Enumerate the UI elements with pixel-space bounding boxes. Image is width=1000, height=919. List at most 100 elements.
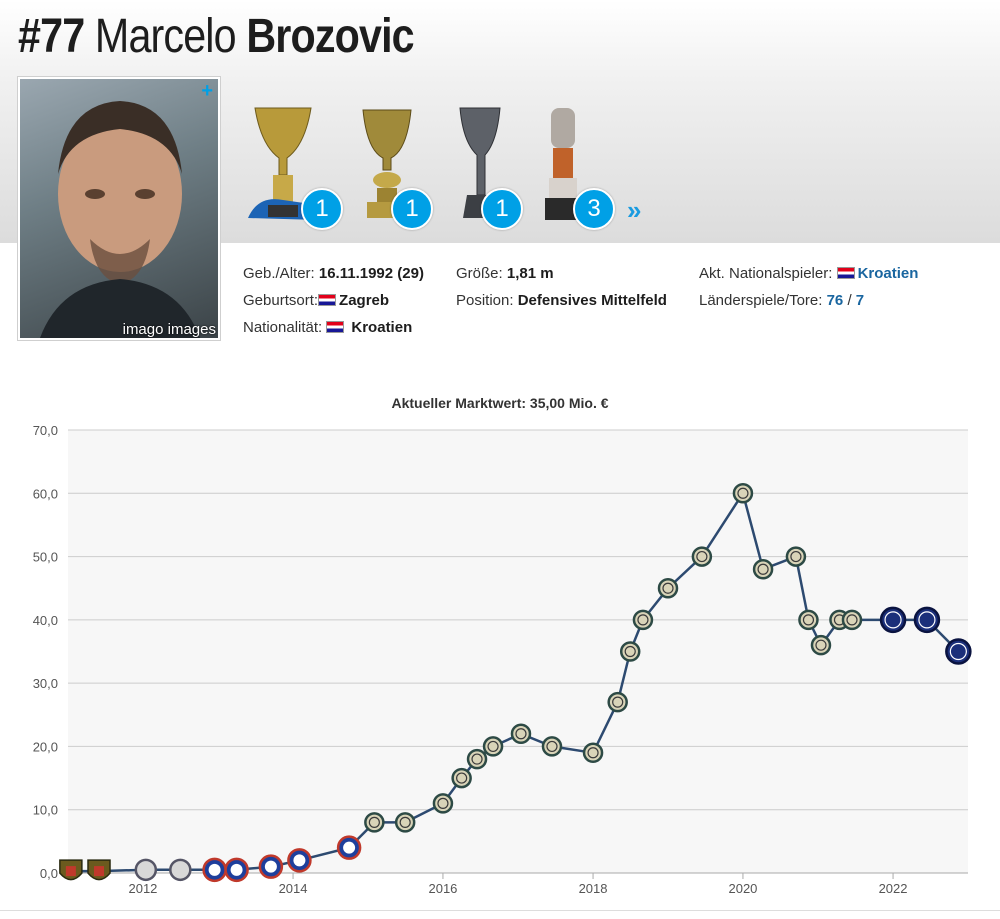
y-tick-label: 30,0: [33, 676, 58, 691]
caps-link[interactable]: 76: [826, 292, 844, 309]
data-point-marker: [364, 812, 385, 833]
club-crest-detail: [437, 797, 449, 809]
data-point-marker: [785, 546, 807, 567]
club-crest-detail: [918, 611, 936, 629]
data-point-marker: [657, 577, 679, 599]
club-crest-detail: [230, 863, 243, 876]
trophy-count-badge: 1: [481, 188, 523, 230]
club-crest-detail: [546, 740, 558, 753]
x-tick-label: 2016: [428, 881, 457, 896]
y-tick-label: 40,0: [33, 613, 58, 628]
national-team-link[interactable]: Kroatien: [857, 265, 919, 282]
club-crest-detail: [637, 614, 649, 626]
birthplace-value: Zagreb: [339, 292, 390, 309]
y-tick-label: 10,0: [33, 803, 58, 818]
data-point-marker: [619, 641, 641, 662]
trophy-count-badge: 1: [391, 188, 433, 230]
trophy-count-badge: 1: [301, 188, 343, 230]
club-crest-detail: [949, 642, 967, 661]
club-crest-detail: [471, 753, 483, 765]
croatian-cup-trophy-icon: [545, 108, 581, 220]
club-crest-detail: [293, 854, 306, 867]
nationality-label: Nationalität:: [243, 319, 323, 336]
data-point-marker: [732, 483, 754, 504]
y-tick-label: 20,0: [33, 739, 58, 754]
data-point-marker: [632, 609, 654, 631]
trophy-count-badge: 3: [573, 188, 615, 230]
data-point-marker: [432, 793, 454, 814]
page-title: #77 Marcelo Brozovic: [18, 8, 415, 66]
croatia-flag-icon: [318, 294, 337, 306]
data-point-marker: [394, 812, 416, 833]
nationality-value: Kroatien: [351, 319, 413, 336]
plot-area: [68, 430, 968, 873]
data-point-marker: [482, 736, 504, 757]
x-tick-label: 2022: [879, 881, 908, 896]
player-number: #77: [18, 10, 85, 63]
y-tick-label: 0,0: [40, 866, 58, 881]
club-crest-detail: [696, 550, 708, 563]
club-crest-detail: [884, 611, 902, 629]
footer-divider: [0, 910, 1000, 911]
height-label: Größe:: [456, 265, 503, 282]
height-value: 1,81 m: [506, 265, 554, 282]
club-crest-detail: [624, 645, 636, 658]
expand-photo-icon[interactable]: +: [201, 80, 213, 102]
club-crest-detail: [368, 816, 380, 828]
player-photo[interactable]: + imago images: [17, 76, 221, 341]
caps-label: Länderspiele/Tore:: [699, 292, 823, 309]
club-crest-detail: [65, 866, 76, 877]
y-tick-label: 60,0: [33, 486, 58, 501]
data-point-marker: [752, 558, 774, 580]
club-crest-detail: [662, 582, 674, 594]
club-crest-detail: [515, 728, 527, 740]
scudetto-trophy-icon: [248, 107, 318, 220]
club-crest-detail: [94, 866, 105, 877]
club-crest-detail: [456, 772, 468, 784]
club-crest-detail: [846, 614, 858, 626]
club-crest-detail: [399, 816, 411, 828]
club-crest-detail: [612, 696, 624, 708]
data-point-marker: [841, 609, 863, 631]
info-column-2: Größe: 1,81 m Position: Defensives Mitte…: [456, 260, 667, 314]
caps-separator: /: [847, 292, 852, 309]
club-crest-detail: [790, 550, 802, 563]
club-crest-detail: [802, 614, 815, 626]
club-crest-detail: [757, 563, 769, 575]
x-tick-label: 2014: [279, 881, 308, 896]
goals-link[interactable]: 7: [855, 292, 865, 309]
portrait-illustration: [40, 101, 200, 338]
data-point-marker: [810, 634, 832, 656]
club-crest-detail: [815, 639, 827, 651]
player-portrait-image: + imago images: [20, 79, 218, 338]
chart-title: Aktueller Marktwert: 35,00 Mio. €: [391, 395, 609, 411]
x-tick-label: 2020: [728, 881, 757, 896]
more-trophies-button[interactable]: »: [627, 195, 642, 225]
trophy-coppa-italia[interactable]: 1: [355, 100, 435, 230]
coppa-italia-trophy-icon: [362, 109, 412, 218]
dob-label: Geb./Alter:: [243, 265, 315, 282]
photo-credit: imago images: [122, 321, 216, 338]
trophy-croatian-cup[interactable]: 3: [543, 100, 623, 230]
data-point-marker: [798, 609, 819, 631]
trophy-supercoppa[interactable]: 1: [455, 100, 535, 230]
birthplace-label: Geburtsort:: [243, 292, 319, 309]
info-column-3: Akt. Nationalspieler: Kroatien Länderspi…: [699, 260, 918, 314]
data-point-marker: [691, 546, 713, 567]
club-crest-detail: [737, 487, 749, 499]
dob-value: 16.11.1992 (29): [318, 265, 424, 282]
data-point-marker: [607, 691, 628, 713]
info-column-1: Geb./Alter: 16.11.1992 (29) Geburtsort: Z…: [243, 260, 424, 341]
y-tick-label: 70,0: [33, 423, 58, 438]
x-tick-label: 2018: [579, 881, 608, 896]
club-crest-detail: [343, 841, 356, 854]
data-point-marker: [169, 858, 192, 882]
position-label: Position:: [456, 292, 514, 309]
trophy-scudetto[interactable]: 1: [243, 100, 343, 230]
y-tick-label: 50,0: [33, 550, 58, 565]
club-crest-detail: [208, 863, 221, 876]
club-crest-detail: [587, 747, 599, 759]
club-crest-detail: [264, 860, 277, 873]
data-point-marker: [134, 858, 158, 882]
club-crest-detail: [487, 740, 499, 753]
